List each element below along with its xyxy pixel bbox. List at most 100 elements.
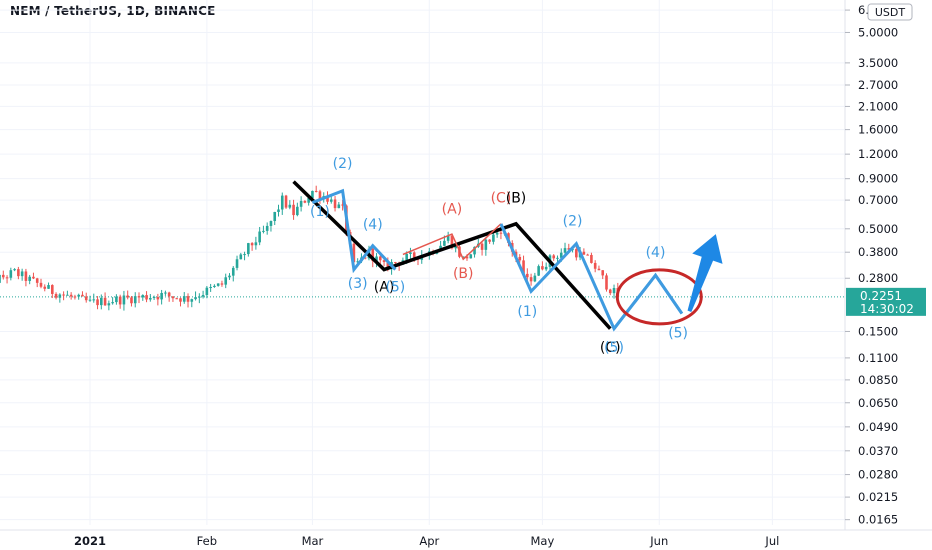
candle <box>66 290 69 296</box>
wave-line-black-abc <box>292 180 612 330</box>
candle <box>277 204 280 217</box>
candle <box>446 231 450 244</box>
candle <box>220 280 224 287</box>
candle <box>499 229 503 240</box>
candle <box>258 226 261 246</box>
candle <box>13 268 16 272</box>
price-axis[interactable] <box>845 0 932 530</box>
candle <box>288 200 292 210</box>
wave-line-blue-projection <box>612 272 684 330</box>
candle <box>164 290 167 296</box>
candle <box>152 295 156 301</box>
candle <box>167 291 171 302</box>
price-tick-label: 2.1000 <box>858 99 898 113</box>
candle <box>314 185 318 193</box>
candle <box>284 194 288 209</box>
last-price-value: 0.2251 <box>860 289 902 303</box>
price-tick-label: 0.1500 <box>858 324 898 338</box>
currency-badge[interactable]: USDT <box>867 3 913 21</box>
candle <box>235 255 239 271</box>
candle <box>182 292 186 304</box>
candle <box>47 282 50 289</box>
candle <box>209 283 212 292</box>
candle <box>141 294 145 301</box>
candle <box>593 260 597 273</box>
candle <box>254 236 258 250</box>
candle <box>35 277 39 288</box>
candle <box>269 220 273 232</box>
chart-title: NEM / TetherUS, 1D, BINANCE <box>10 4 216 18</box>
candle <box>247 242 250 257</box>
candle <box>156 293 160 306</box>
candle <box>190 298 194 308</box>
candle <box>492 231 495 245</box>
price-tick-label: 0.0370 <box>858 444 898 458</box>
price-tick-label: 2.7000 <box>858 78 898 92</box>
price-tick-label: 3.5000 <box>858 56 898 70</box>
candle <box>1 270 5 280</box>
candle <box>20 268 24 281</box>
candle <box>24 268 28 287</box>
candle <box>469 253 473 259</box>
candle <box>567 243 571 251</box>
candle <box>126 290 129 300</box>
candle <box>224 273 228 289</box>
candle <box>541 261 544 271</box>
price-tick-label: 0.1100 <box>858 351 898 365</box>
candle <box>194 291 197 301</box>
candle <box>262 225 265 234</box>
candle <box>133 292 137 308</box>
price-tick-label: 0.3800 <box>858 245 898 259</box>
price-tick-label: 0.7000 <box>858 193 898 207</box>
candle <box>409 247 412 259</box>
price-grid <box>0 0 845 525</box>
candle <box>62 291 65 301</box>
price-countdown: 14:30:02 <box>860 302 914 316</box>
wave-line-blue-impulse-1 <box>311 188 397 274</box>
price-tick-label: 0.0650 <box>858 396 898 410</box>
wave-label: (2) <box>333 156 353 172</box>
candle <box>186 293 190 308</box>
wave-label: (B) <box>453 266 474 282</box>
candle <box>213 284 216 288</box>
date-tick-label: 2021 <box>74 534 106 548</box>
candle <box>28 274 31 285</box>
time-axis[interactable] <box>0 530 932 550</box>
candle <box>92 293 96 303</box>
date-tick-label: Jun <box>649 534 668 548</box>
candle <box>130 295 133 307</box>
candle <box>484 237 488 256</box>
price-tick-label: 1.2000 <box>858 147 898 161</box>
candle <box>597 265 601 271</box>
candle <box>216 283 220 287</box>
elliott-wave-lines <box>292 180 723 332</box>
candle <box>100 294 103 310</box>
wave-label: (C) <box>491 191 512 207</box>
candle <box>175 297 179 300</box>
wave-label: (5) <box>604 340 624 356</box>
wave-label: (B) <box>506 191 527 207</box>
candle <box>201 290 205 299</box>
candle <box>198 293 201 304</box>
wave-label: (1) <box>517 304 537 320</box>
candle <box>118 294 122 309</box>
candle <box>337 202 341 209</box>
candle <box>480 242 484 256</box>
candle <box>329 195 333 204</box>
date-tick-label: Mar <box>302 534 324 548</box>
price-tick-label: 5.0000 <box>858 25 898 39</box>
wave-label: (3) <box>348 276 368 292</box>
candle <box>239 252 243 260</box>
candle <box>605 273 608 292</box>
candle <box>228 273 231 280</box>
candle <box>54 292 58 300</box>
candle <box>51 284 54 299</box>
candle <box>39 278 43 289</box>
candle <box>88 295 92 302</box>
candle <box>544 262 548 272</box>
up-arrow-icon <box>687 234 723 312</box>
price-tick-label: 0.2800 <box>858 271 898 285</box>
candle <box>149 294 152 302</box>
candle <box>5 275 9 284</box>
